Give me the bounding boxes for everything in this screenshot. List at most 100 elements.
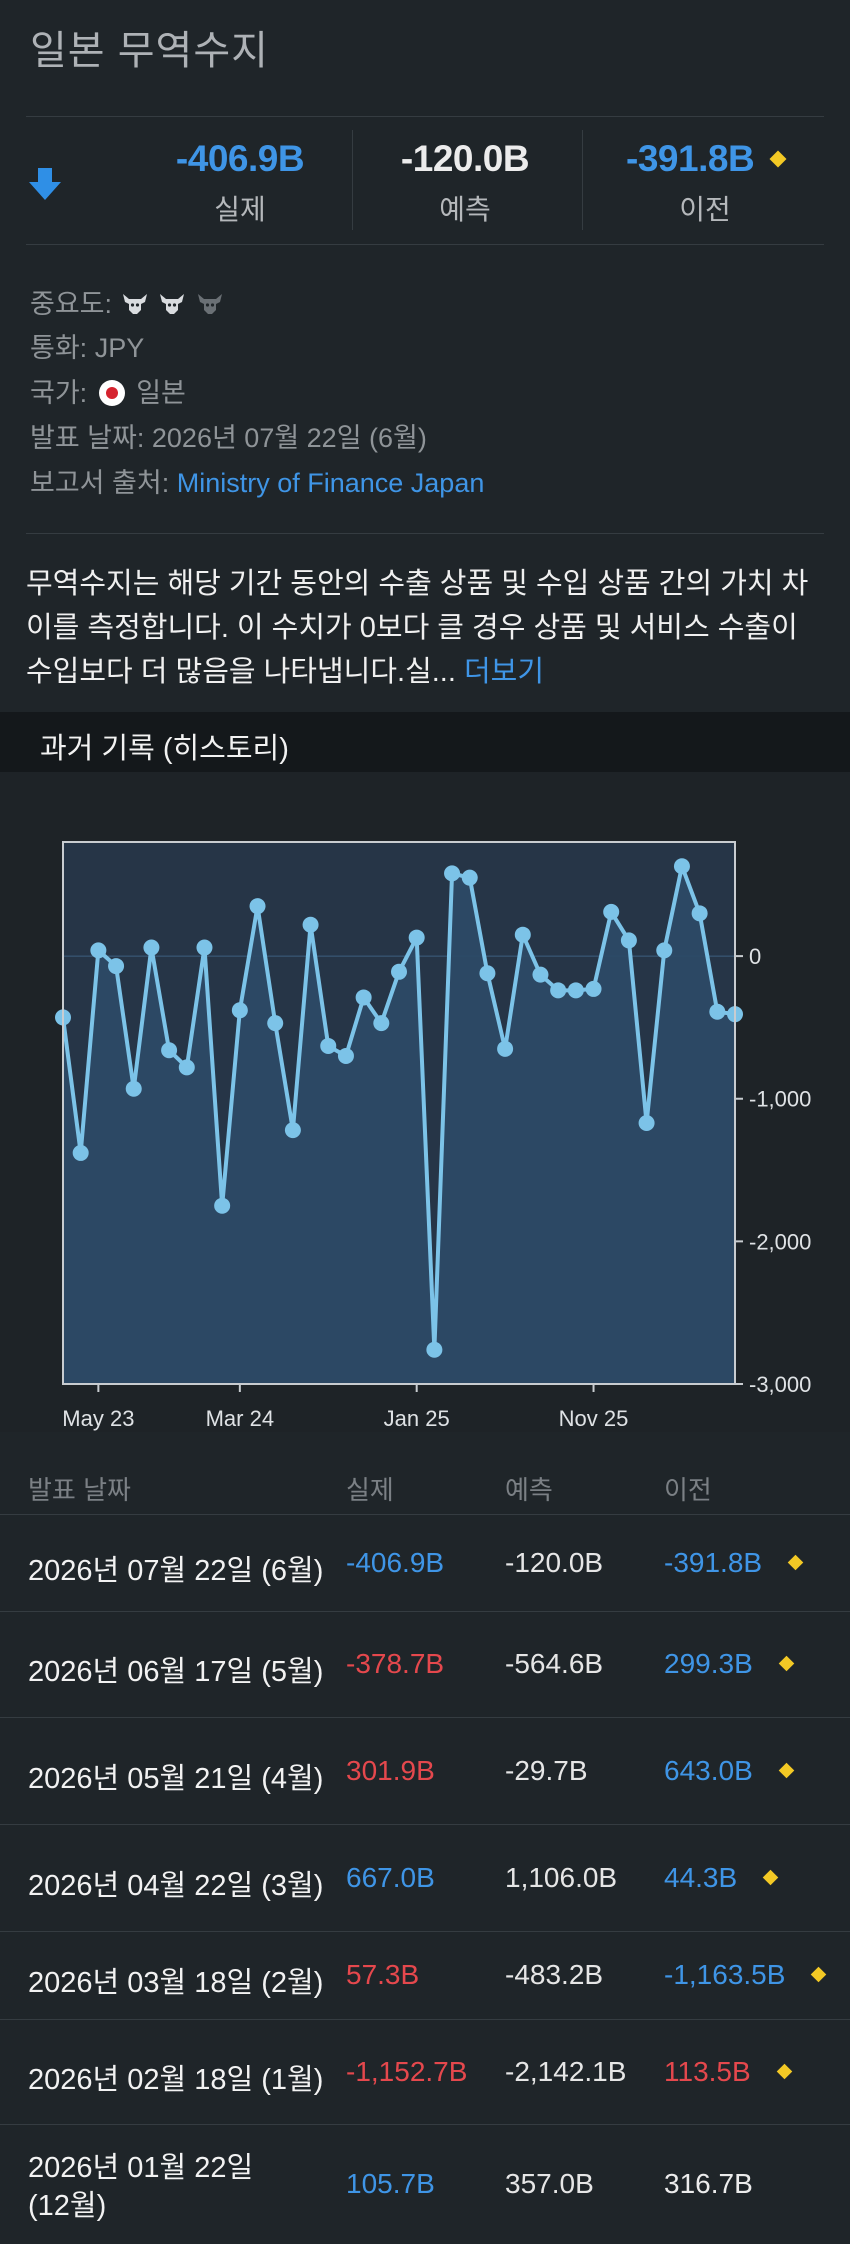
data-point [267, 1015, 284, 1032]
table-row[interactable]: 2026년 01월 22일 (12월) 105.7B 357.0B 316.7B [0, 2125, 850, 2244]
row-actual: -378.7B [346, 1648, 445, 1679]
row-date-line1: 2026년 01월 22일 [28, 2151, 254, 2184]
row-date: 2026년 02월 18일 (1월) [28, 2063, 324, 2096]
release-line: 발표 날짜: 2026년 07월 22일 (6월) [30, 416, 427, 455]
country-label: 국가: [30, 378, 88, 408]
data-point [532, 966, 549, 983]
row-forecast: 1,106.0B [505, 1861, 618, 1893]
history-title: 과거 기록 (히스토리) [40, 733, 289, 765]
divider [26, 116, 824, 117]
row-previous: -391.8B [664, 1547, 804, 1579]
x-tick-label: Jan 25 [384, 1406, 450, 1431]
importance-line: 중요도: [30, 282, 225, 321]
actual-stat: -406.9B 실제 [130, 138, 350, 228]
actual-label: 실제 [214, 194, 266, 225]
diamond-icon [778, 1762, 795, 1778]
row-forecast: -564.6B [505, 1648, 604, 1679]
divider [26, 244, 824, 245]
data-point [337, 1047, 354, 1064]
row-divider [0, 2019, 850, 2020]
data-point [620, 932, 637, 949]
bull-icon [160, 294, 185, 314]
data-point [585, 980, 602, 997]
row-previous: 44.3B [664, 1862, 779, 1894]
row-date: 2026년 03월 18일 (2월) [28, 1967, 324, 1999]
y-tick-label: 0 [749, 944, 761, 969]
data-point [302, 916, 319, 933]
table-row[interactable]: 2026년 07월 22일 (6월) -406.9B -120.0B -391.8B [0, 1515, 850, 1612]
source-line: 보고서 출처: Ministry of Finance Japan [30, 461, 484, 500]
data-point [196, 939, 213, 956]
data-point [161, 1042, 178, 1059]
row-previous: 113.5B [664, 2056, 792, 2088]
history-chart: 0 -1,000 -2,000 -3,000 May 23 Mar 24 Jan 25 Nov… [55, 841, 811, 1431]
data-point [249, 898, 266, 915]
bull-icon [197, 294, 222, 314]
data-point [72, 1144, 89, 1161]
data-point [108, 958, 125, 975]
row-divider [0, 1611, 850, 1612]
row-actual: -406.9B [346, 1546, 445, 1578]
bull-icon [122, 294, 147, 314]
data-point [355, 989, 372, 1006]
data-point [656, 942, 673, 959]
table-header-previous: 이전 [664, 1475, 712, 1505]
data-point [514, 926, 531, 943]
table-row[interactable]: 2026년 06월 17일 (5월) -378.7B -564.6B 299.3B [0, 1612, 850, 1718]
row-divider [0, 1824, 850, 1825]
divider [352, 130, 353, 230]
data-point [479, 965, 496, 982]
row-date-line2: (12월) [28, 2189, 107, 2222]
divider [582, 130, 583, 230]
table-row[interactable]: 2026년 05월 21일 (4월) 301.9B -29.7B 643.0B [0, 1718, 850, 1825]
table-row[interactable]: 2026년 04월 22일 (3월) 667.0B 1,106.0B 44.3B [0, 1825, 850, 1932]
description-text: 무역수지는 해당 기간 동안의 수출 상품 및 수입 상품 간의 가치 차이를 … [26, 568, 809, 688]
page-title: 일본 무역수지 [30, 29, 269, 73]
row-actual: 301.9B [346, 1754, 435, 1786]
history-chart-area: 0 -1,000 -2,000 -3,000 May 23 Mar 24 Jan 25 Nov… [0, 772, 850, 1432]
data-point [408, 929, 425, 946]
data-point [497, 1040, 514, 1057]
divider [0, 1514, 850, 1515]
x-tick-label: Nov 25 [559, 1406, 629, 1431]
history-header: 과거 기록 (히스토리) [0, 712, 850, 772]
row-previous: 316.7B [664, 2167, 753, 2199]
data-point [638, 1114, 655, 1131]
more-link[interactable]: 더보기 [463, 656, 545, 688]
row-forecast: -483.2B [505, 1959, 604, 1990]
row-previous: 643.0B [664, 1755, 795, 1787]
forecast-value: -120.0B [400, 138, 530, 179]
actual-value: -406.9B [175, 138, 305, 179]
forecast-stat: -120.0B 예측 [355, 138, 575, 228]
data-point [444, 865, 461, 882]
data-point [550, 982, 567, 999]
row-date: 2026년 05월 21일 (4월) [28, 1762, 324, 1795]
description: 무역수지는 해당 기간 동안의 수출 상품 및 수입 상품 간의 가치 차이를 … [26, 562, 826, 694]
data-point [567, 982, 584, 999]
data-point [214, 1197, 231, 1214]
source-label: 보고서 출처: [30, 468, 170, 498]
table-header-date: 발표 날짜 [28, 1475, 131, 1505]
country-value: 일본 [136, 378, 186, 408]
table-row[interactable]: 2026년 03월 18일 (2월) 57.3B -483.2B -1,163.5B [0, 1932, 850, 2020]
x-tick-label: Mar 24 [206, 1406, 274, 1431]
table-header-actual: 실제 [346, 1475, 394, 1505]
row-forecast: -2,142.1B [505, 2055, 627, 2087]
row-date: 2026년 01월 22일 (12월) [28, 2149, 253, 2225]
data-point [231, 1002, 248, 1019]
source-link[interactable]: Ministry of Finance Japan [176, 468, 485, 498]
table-header-forecast: 예측 [505, 1475, 553, 1505]
data-point [143, 939, 160, 956]
japan-flag-icon [98, 380, 125, 406]
data-point [284, 1122, 301, 1139]
row-previous: -1,163.5B [664, 1959, 827, 1991]
y-tick-label: -1,000 [749, 1087, 811, 1112]
row-actual: 57.3B [346, 1959, 420, 1990]
importance-label: 중요도: [30, 289, 113, 319]
x-tick-label: May 23 [62, 1406, 134, 1431]
diamond-icon [762, 1869, 779, 1885]
table-row[interactable]: 2026년 02월 18일 (1월) -1,152.7B -2,142.1B 113.… [0, 2020, 850, 2125]
currency-label: 통화: [30, 333, 88, 363]
diamond-icon [776, 2063, 792, 2079]
divider [26, 533, 824, 534]
